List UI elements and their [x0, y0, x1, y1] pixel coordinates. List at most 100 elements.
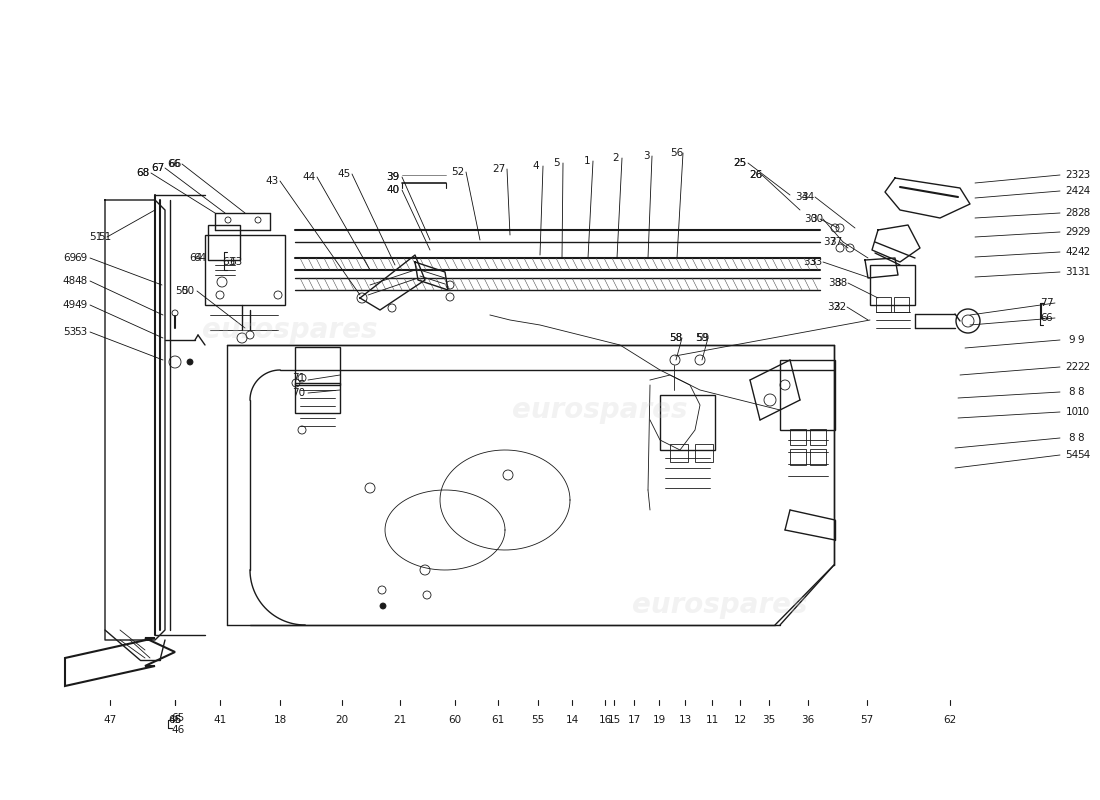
- Text: 26: 26: [749, 170, 762, 180]
- Text: 8: 8: [1069, 387, 1076, 397]
- Text: 70: 70: [292, 388, 305, 398]
- Text: 51: 51: [98, 232, 111, 242]
- Text: 59: 59: [696, 333, 710, 343]
- Text: 15: 15: [607, 715, 620, 725]
- Text: 71: 71: [292, 373, 305, 383]
- Text: 67: 67: [152, 163, 165, 173]
- Text: 31: 31: [1066, 267, 1079, 277]
- Text: 13: 13: [679, 715, 692, 725]
- Text: 53: 53: [75, 327, 88, 337]
- Text: 19: 19: [652, 715, 666, 725]
- Text: 25: 25: [734, 158, 747, 168]
- Text: 23: 23: [1077, 170, 1090, 180]
- Text: 33: 33: [803, 257, 816, 267]
- Bar: [876, 297, 891, 312]
- Text: 14: 14: [565, 715, 579, 725]
- Text: 64: 64: [194, 253, 207, 263]
- Text: 21: 21: [394, 715, 407, 725]
- Text: 3: 3: [642, 151, 649, 161]
- Text: 25: 25: [734, 158, 747, 168]
- Text: 50: 50: [175, 286, 188, 296]
- Bar: [295, 347, 340, 385]
- Bar: [790, 429, 806, 445]
- Text: 24: 24: [1066, 186, 1079, 196]
- Bar: [208, 225, 240, 260]
- Text: 46: 46: [168, 715, 182, 725]
- Text: 57: 57: [860, 715, 873, 725]
- Polygon shape: [65, 638, 175, 686]
- Bar: [870, 265, 915, 305]
- Text: 9: 9: [1077, 335, 1084, 345]
- Text: 41: 41: [213, 715, 227, 725]
- Text: 56: 56: [670, 148, 683, 158]
- Text: 47: 47: [103, 715, 117, 725]
- Text: 65: 65: [168, 715, 182, 725]
- Text: 42: 42: [1077, 247, 1090, 257]
- Text: 8: 8: [1077, 433, 1084, 443]
- Text: 30: 30: [804, 214, 817, 224]
- Text: 66: 66: [168, 159, 182, 169]
- Bar: [660, 395, 715, 450]
- Text: 40: 40: [386, 185, 399, 195]
- Text: 49: 49: [63, 300, 76, 310]
- Text: 50: 50: [182, 286, 195, 296]
- Text: 49: 49: [75, 300, 88, 310]
- Text: 69: 69: [75, 253, 88, 263]
- Text: 10: 10: [1077, 407, 1090, 417]
- Bar: [780, 360, 835, 430]
- Text: 42: 42: [1066, 247, 1079, 257]
- Text: 26: 26: [749, 170, 762, 180]
- Text: 7: 7: [1046, 298, 1053, 308]
- Text: 10: 10: [1066, 407, 1079, 417]
- Text: 40: 40: [386, 185, 399, 195]
- Text: 23: 23: [1066, 170, 1079, 180]
- Bar: [810, 429, 826, 445]
- Bar: [894, 297, 909, 312]
- Text: eurospares: eurospares: [202, 316, 377, 344]
- Text: 28: 28: [1077, 208, 1090, 218]
- Text: 61: 61: [492, 715, 505, 725]
- Bar: [295, 383, 340, 413]
- Text: 39: 39: [386, 172, 399, 182]
- Text: 63: 63: [229, 257, 242, 267]
- Text: 54: 54: [1066, 450, 1079, 460]
- Text: 28: 28: [1066, 208, 1079, 218]
- Text: 20: 20: [336, 715, 349, 725]
- Text: 22: 22: [1066, 362, 1079, 372]
- Text: 9: 9: [1069, 335, 1076, 345]
- Text: 33: 33: [810, 257, 823, 267]
- Text: eurospares: eurospares: [632, 591, 807, 619]
- Text: 16: 16: [598, 715, 612, 725]
- Text: 34: 34: [802, 192, 815, 202]
- Text: 53: 53: [63, 327, 76, 337]
- Text: 35: 35: [762, 715, 776, 725]
- Text: 48: 48: [63, 276, 76, 286]
- Text: 39: 39: [386, 172, 399, 182]
- Text: 37: 37: [829, 237, 843, 247]
- Text: 68: 68: [136, 168, 150, 178]
- Text: 52: 52: [451, 167, 464, 177]
- Text: 68: 68: [136, 168, 150, 178]
- Text: 38: 38: [827, 278, 842, 288]
- Bar: [695, 444, 713, 462]
- Bar: [790, 449, 806, 465]
- Text: 30: 30: [811, 214, 824, 224]
- Text: 22: 22: [1077, 362, 1090, 372]
- Text: 18: 18: [274, 715, 287, 725]
- Text: 58: 58: [670, 333, 683, 343]
- Text: 24: 24: [1077, 186, 1090, 196]
- Text: 67: 67: [152, 163, 165, 173]
- Text: 1: 1: [584, 156, 591, 166]
- Text: 29: 29: [1066, 227, 1079, 237]
- Text: 54: 54: [1077, 450, 1090, 460]
- Circle shape: [379, 603, 386, 609]
- Text: 11: 11: [705, 715, 718, 725]
- Text: 60: 60: [449, 715, 462, 725]
- Text: 62: 62: [944, 715, 957, 725]
- Text: 6: 6: [1041, 313, 1047, 323]
- Text: 44: 44: [302, 172, 316, 182]
- Text: 59: 59: [695, 333, 708, 343]
- Text: 34: 34: [794, 192, 808, 202]
- Text: 32: 32: [827, 302, 840, 312]
- Text: 8: 8: [1069, 433, 1076, 443]
